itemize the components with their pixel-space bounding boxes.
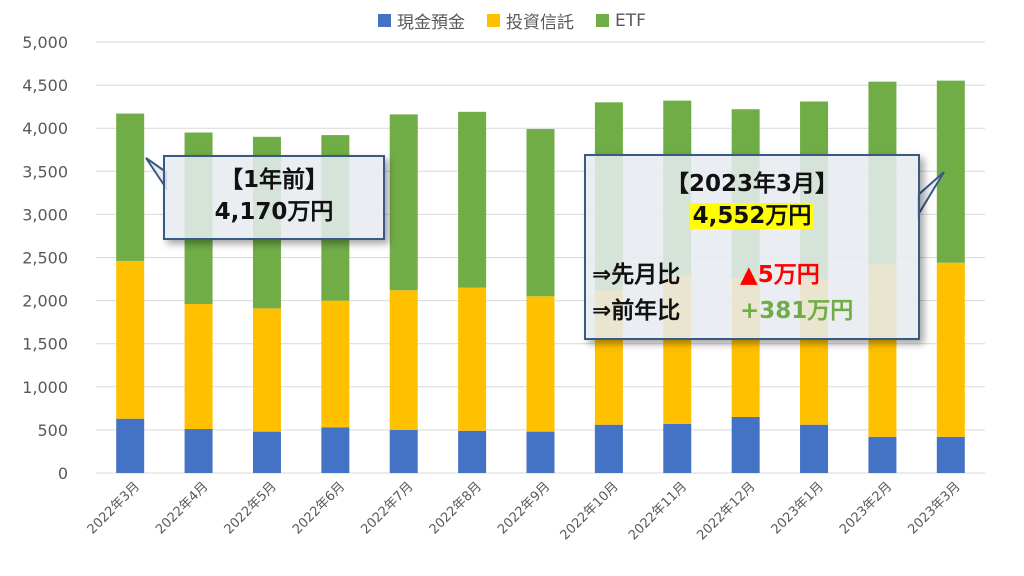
bar-segment-etf: [116, 113, 145, 261]
y-tick-label: 3,000: [22, 205, 68, 224]
bar-segment-etf: [389, 114, 418, 291]
bar-segment-cash: [800, 424, 829, 473]
callout-right-yoy-row: ⇒前年比 +381万円: [592, 296, 853, 326]
y-tick-label: 5,000: [22, 33, 68, 52]
y-tick-label: 0: [58, 464, 68, 483]
yoy-label: ⇒前年比: [592, 298, 681, 324]
y-tick-label: 4,000: [22, 119, 68, 138]
legend-swatch-fund: [487, 14, 501, 27]
bar-segment-fund: [184, 304, 213, 430]
bar-segment-cash: [116, 418, 145, 473]
yoy-value: +381万円: [740, 298, 854, 324]
bar-segment-cash: [663, 423, 692, 473]
bar-segment-fund: [936, 262, 965, 437]
legend-item-etf: ETF: [596, 8, 646, 33]
legend: 現金預金 投資信託 ETF: [0, 8, 1024, 33]
bar-segment-cash: [252, 431, 281, 473]
bar-segment-fund: [252, 308, 281, 432]
y-tick-label: 1,000: [22, 378, 68, 397]
callout-one-year-ago: 【1年前】 4,170万円: [163, 155, 385, 240]
bar-segment-etf: [458, 111, 487, 288]
y-tick-label: 2,500: [22, 249, 68, 268]
x-tick-label: 2023年2月: [837, 479, 895, 537]
bar-segment-cash: [936, 436, 965, 473]
bar-segment-etf: [526, 129, 555, 297]
legend-label-cash: 現金預金: [397, 13, 466, 33]
x-tick-label: 2023年1月: [769, 479, 827, 537]
x-tick-label: 2022年6月: [290, 479, 348, 537]
x-tick-label: 2023年3月: [905, 479, 963, 537]
bar-segment-cash: [526, 431, 555, 473]
x-tick-label: 2022年11月: [626, 479, 690, 543]
bar-segment-fund: [526, 296, 555, 432]
bar-segment-fund: [116, 260, 145, 419]
bar-segment-cash: [594, 424, 623, 473]
x-tick-label: 2022年12月: [694, 479, 758, 543]
bar-segment-fund: [458, 287, 487, 431]
bar-segment-cash: [389, 429, 418, 473]
callout-right-title: 【2023年3月】: [665, 171, 839, 197]
bar-segment-cash: [731, 416, 760, 473]
callout-right-total: 4,552万円: [689, 203, 815, 229]
y-tick-label: 1,500: [22, 335, 68, 354]
bar-segment-fund: [389, 290, 418, 430]
mom-value: ▲5万円: [740, 262, 820, 288]
y-tick-label: 4,500: [22, 76, 68, 95]
x-tick-label: 2022年5月: [222, 479, 280, 537]
x-tick-label: 2022年9月: [495, 479, 553, 537]
y-tick-label: 3,500: [22, 162, 68, 181]
x-tick-label: 2022年10月: [558, 479, 622, 543]
legend-label-etf: ETF: [615, 10, 646, 31]
mom-label: ⇒先月比: [592, 262, 681, 288]
x-tick-label: 2022年8月: [427, 479, 485, 537]
bar-segment-cash: [458, 430, 487, 473]
callout-current-month: 【2023年3月】 4,552万円 ⇒先月比 ▲5万円 ⇒前年比 +381万円: [584, 154, 920, 340]
callout-left-title: 【1年前】: [219, 167, 328, 193]
legend-item-fund: 投資信託: [487, 8, 574, 33]
bar-segment-cash: [184, 429, 213, 473]
callout-left-value: 4,170万円: [214, 199, 334, 225]
bar-segment-cash: [868, 436, 897, 473]
bar-segment-cash: [321, 427, 350, 473]
x-tick-label: 2022年3月: [85, 479, 143, 537]
legend-swatch-etf: [596, 14, 610, 27]
bar-segment-fund: [321, 300, 350, 428]
callout-right-mom-row: ⇒先月比 ▲5万円: [592, 260, 820, 290]
x-tick-label: 2022年4月: [153, 479, 211, 537]
y-tick-label: 500: [37, 421, 68, 440]
callout-right-total-wrap: 4,552万円: [586, 200, 918, 232]
legend-item-cash: 現金預金: [378, 8, 465, 33]
x-tick-label: 2022年7月: [358, 479, 416, 537]
legend-label-fund: 投資信託: [506, 13, 575, 33]
y-tick-label: 2,000: [22, 292, 68, 311]
bar-segment-etf: [936, 80, 965, 263]
legend-swatch-cash: [378, 14, 392, 27]
